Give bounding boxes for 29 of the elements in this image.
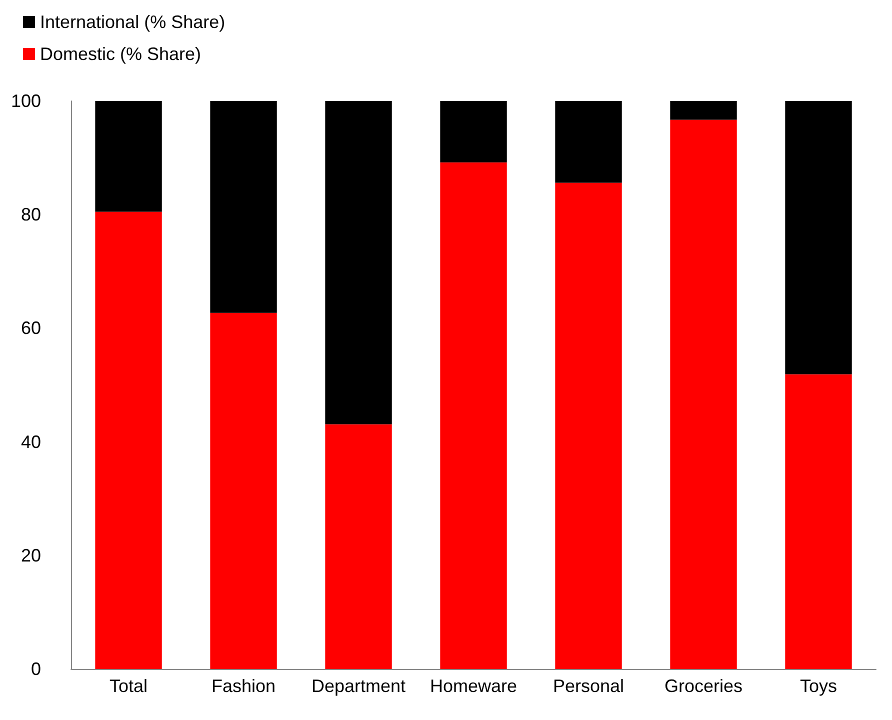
bar — [440, 162, 507, 669]
bar — [210, 101, 277, 313]
x-tick-label: Homeware — [430, 676, 518, 696]
bar — [210, 312, 277, 669]
x-tick-label: Department — [311, 676, 406, 696]
bar — [95, 101, 162, 212]
x-tick-label: Toys — [800, 676, 838, 696]
bar — [440, 101, 507, 162]
y-tick-label: 20 — [21, 545, 42, 566]
bar — [785, 101, 852, 374]
y-tick-label: 80 — [21, 204, 42, 225]
x-tick-label: Fashion — [212, 676, 276, 696]
bar — [555, 101, 622, 183]
bar — [555, 182, 622, 669]
bar — [325, 101, 392, 424]
bar — [785, 374, 852, 669]
legend-label: Domestic (% Share) — [40, 44, 202, 64]
x-tick-label: Total — [110, 676, 148, 696]
legend-label: International (% Share) — [40, 12, 226, 32]
y-tick-label: 0 — [31, 659, 42, 679]
bar — [670, 120, 737, 669]
bar — [325, 424, 392, 669]
y-tick-label: 60 — [21, 318, 42, 338]
y-tick-label: 40 — [21, 432, 42, 452]
x-tick-label: Personal — [552, 676, 624, 696]
y-tick-label: 100 — [10, 91, 42, 111]
x-tick-label: Groceries — [664, 676, 743, 696]
bar — [95, 212, 162, 669]
bar — [670, 101, 737, 120]
